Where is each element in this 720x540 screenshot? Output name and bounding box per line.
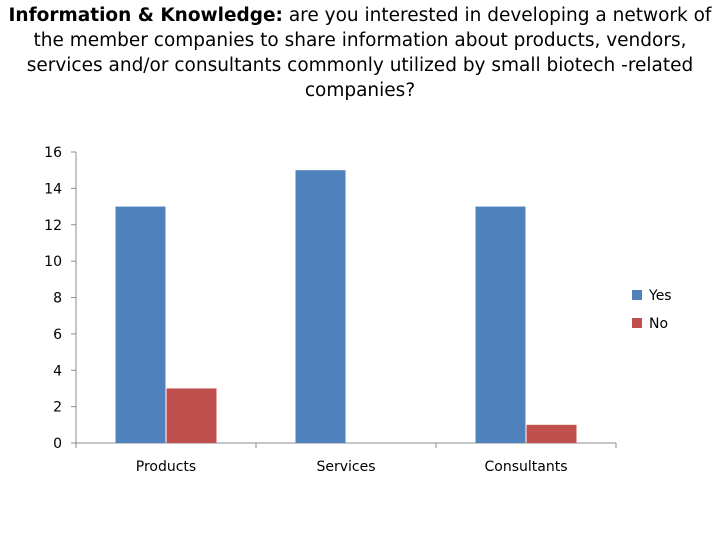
y-tick-label: 10 [44, 254, 62, 270]
y-tick-label: 12 [44, 218, 62, 234]
chart-title-rest: are you interested in developing a netwo… [26, 5, 712, 101]
legend-label-yes: Yes [648, 288, 672, 304]
chart-axes: 0 2 4 6 8 10 12 14 16 Products Services Consultants [44, 145, 617, 475]
legend-label-no: No [649, 316, 668, 332]
chart-title-bold: Information & Knowledge: [8, 5, 283, 26]
y-tick-label: 4 [53, 363, 62, 379]
y-tick-label: 6 [53, 327, 62, 343]
chart-bars [115, 170, 577, 443]
legend-swatch-no [632, 318, 642, 328]
x-tick-label: Services [316, 459, 375, 475]
chart-legend: Yes No [632, 288, 672, 332]
legend-swatch-yes [632, 290, 642, 300]
bar-yes-services [295, 170, 346, 443]
y-tick-label: 16 [44, 145, 62, 161]
bar-yes-products [115, 206, 166, 443]
bar-yes-consultants [475, 206, 526, 443]
x-tick-label: Consultants [485, 459, 568, 475]
bar-no-consultants [526, 424, 577, 443]
y-tick-label: 14 [44, 181, 62, 197]
y-tick-label: 8 [53, 291, 62, 307]
x-tick-label: Products [136, 459, 196, 475]
y-tick-label: 0 [53, 436, 62, 452]
y-tick-label: 2 [53, 400, 62, 416]
chart-title: Information & Knowledge: are you interes… [0, 3, 720, 103]
bar-no-products [166, 388, 217, 443]
